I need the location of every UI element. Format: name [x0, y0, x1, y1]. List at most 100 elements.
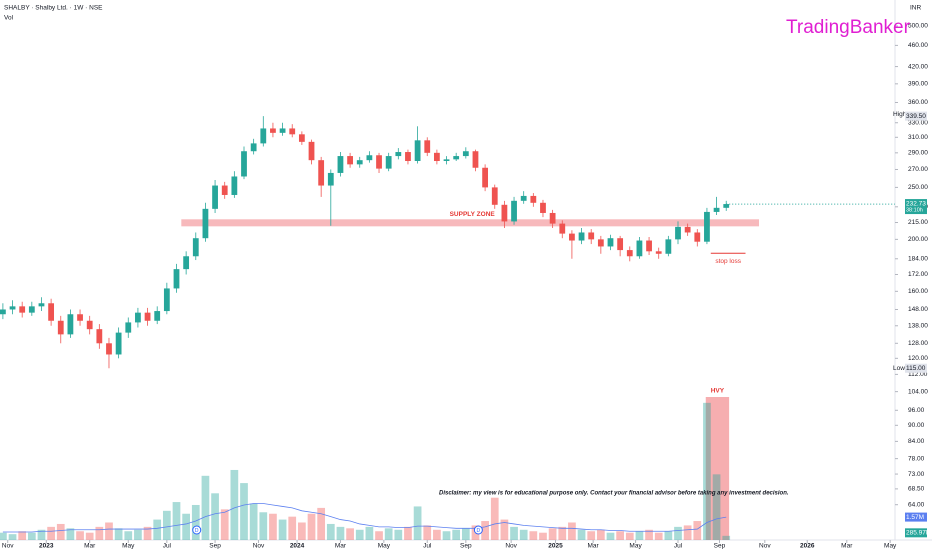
candle-body — [578, 232, 585, 241]
volume-bar — [143, 526, 152, 540]
candles — [0, 116, 730, 369]
candle-body — [626, 250, 633, 257]
candle-body — [28, 306, 35, 313]
x-tick-label: Sep — [460, 543, 472, 550]
candle-body — [163, 288, 170, 312]
volume-bar — [596, 529, 605, 540]
volume-bar — [211, 493, 219, 540]
candle-body — [443, 159, 450, 162]
y-tick-label: 104.00 — [908, 388, 928, 395]
high-label: 339.50 — [906, 113, 926, 120]
candle-body — [675, 226, 681, 240]
candle-body — [569, 233, 575, 241]
volume-ma-label: 1.57M — [906, 514, 924, 521]
y-tick-label: 73.00 — [908, 471, 925, 478]
y-tick-label: 160.00 — [908, 288, 928, 295]
volume-bar — [558, 526, 567, 540]
candle-body — [713, 207, 720, 212]
y-tick-label: 128.00 — [908, 340, 928, 347]
candle-body — [366, 155, 373, 161]
candle-body — [298, 134, 305, 142]
candle-body — [588, 232, 595, 240]
candle-body — [597, 239, 604, 247]
candle-body — [202, 208, 209, 239]
candle-body — [115, 332, 122, 355]
volume-highlight-label: HVY — [711, 388, 725, 395]
annotations: SUPPLY ZONE stop loss HVY — [181, 211, 760, 540]
candle-body — [462, 151, 469, 157]
candle-body — [19, 306, 26, 313]
candle-body — [48, 303, 55, 321]
candle-body — [9, 306, 16, 310]
candle-body — [125, 322, 132, 333]
candle-body — [385, 156, 392, 169]
volume-bar — [384, 528, 393, 540]
volume-bar — [365, 526, 374, 540]
y-tick-label: 500.00 — [908, 23, 928, 30]
candle-body — [96, 329, 103, 344]
volume-bar — [307, 513, 316, 540]
y-tick-label: 200.00 — [908, 236, 928, 243]
candle-body — [221, 185, 228, 195]
x-tick-label: Mar — [335, 543, 347, 550]
y-tick-label: 215.00 — [908, 219, 928, 226]
volume-bar — [220, 509, 229, 540]
volume-bar — [259, 512, 268, 540]
volume-bar — [37, 529, 46, 540]
x-tick-label: Nov — [2, 543, 14, 550]
supply-zone-label: SUPPLY ZONE — [450, 211, 496, 218]
candle-body — [540, 202, 546, 213]
candle-body — [250, 143, 257, 152]
volume-bar — [625, 532, 634, 540]
candle-body — [231, 176, 238, 195]
candle-body — [549, 212, 556, 224]
volume-bar — [191, 504, 200, 540]
candle-body — [86, 320, 93, 330]
candle-body — [472, 151, 479, 168]
candle-body — [453, 156, 460, 160]
candle-body — [376, 155, 382, 169]
candle-body — [723, 204, 730, 208]
x-tick-label: Jul — [163, 543, 172, 550]
volume-bar — [413, 506, 422, 540]
volume-ma-line — [2, 503, 727, 533]
volume-bar — [654, 532, 663, 540]
candle-body — [0, 309, 6, 315]
candle-body — [192, 238, 199, 257]
candle-body — [135, 312, 141, 323]
candle-body — [559, 223, 566, 234]
candle-body — [67, 314, 74, 335]
volume-bar — [616, 531, 624, 540]
volume-bar — [664, 531, 673, 540]
candle-body — [77, 314, 83, 321]
x-tick-label: Nov — [505, 543, 517, 550]
volume-bar — [278, 519, 287, 540]
x-tick-label: 2025 — [548, 543, 563, 550]
volume-bar — [674, 526, 682, 540]
volume-bar — [76, 531, 84, 540]
candle-body — [694, 232, 701, 242]
candle-body — [57, 320, 64, 335]
stop-loss-label: stop loss — [715, 258, 741, 265]
candle-body — [327, 172, 334, 186]
volume-bar — [95, 526, 104, 540]
y-tick-label: 138.00 — [908, 322, 928, 329]
y-tick-label: 120.00 — [908, 355, 928, 362]
candle-body — [501, 204, 508, 222]
candle-body — [424, 140, 431, 153]
candle-body — [241, 151, 247, 177]
volume-bar — [85, 532, 94, 540]
event-marker — [473, 525, 483, 535]
last-volume-label: 285.97K — [906, 530, 931, 537]
volume-bar — [153, 519, 162, 540]
supply-zone — [181, 219, 760, 227]
volume-bar — [317, 507, 326, 540]
candle-body — [655, 251, 662, 254]
y-tick-label: 390.00 — [908, 81, 928, 88]
low-label-box — [905, 363, 927, 373]
volume-bar — [134, 529, 142, 540]
volume-bar — [0, 532, 7, 540]
volume-bar — [490, 497, 499, 540]
volume-bar — [230, 469, 239, 540]
